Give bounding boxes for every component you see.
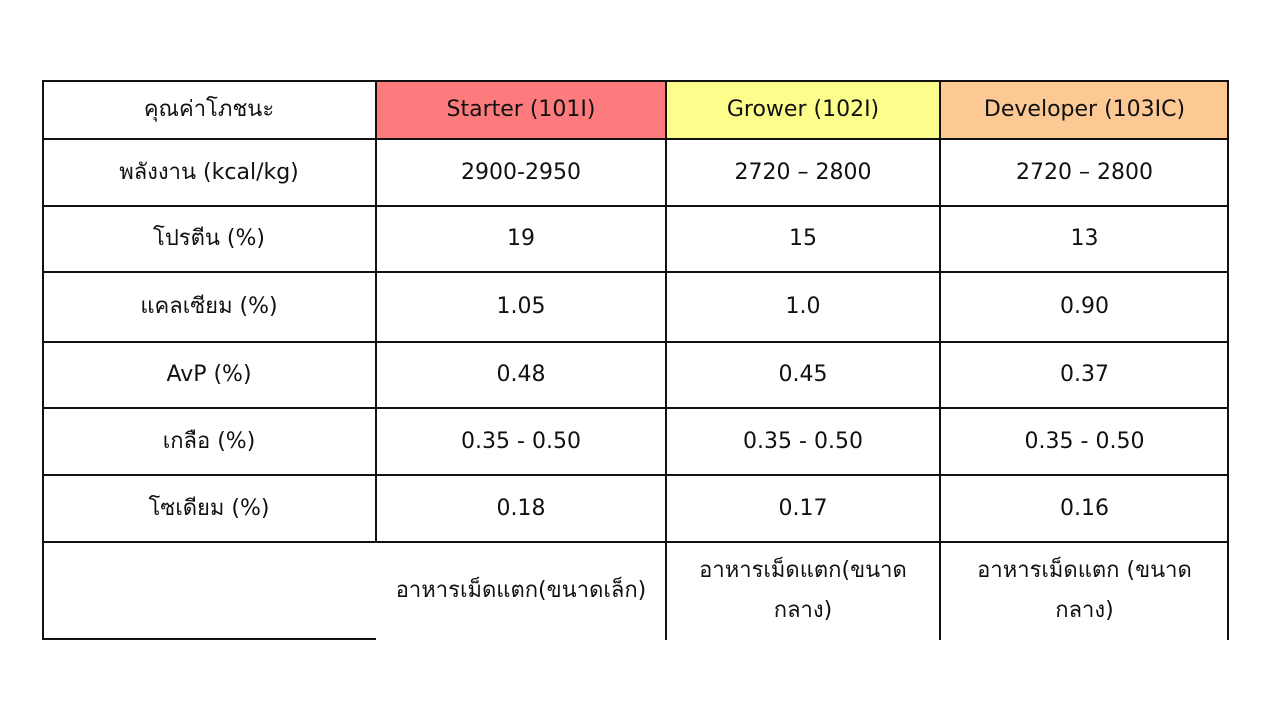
header-developer: Developer (103IC) [983,96,1186,122]
table-row-energy: พลังงาน (kcal/kg) 2900-2950 2720 – 2800 … [42,139,1229,206]
developer-value: 0.35 - 0.50 [1024,428,1145,454]
grid-line-v [375,80,377,542]
grid-line-v [665,80,667,640]
table-row-protein: โปรตีน (%) 19 15 13 [42,206,1229,272]
header-grower-cell: Grower (102I) [666,80,940,139]
table-row-feed-form: อาหารเม็ดแตก(ขนาดเล็ก) อาหารเม็ดแตก(ขนาด… [42,542,1229,640]
header-grower: Grower (102I) [726,96,880,122]
starter-value: 0.18 [496,495,546,521]
grower-value: 15 [789,226,817,252]
developer-value: 0.16 [1060,495,1109,521]
grid-line-h [42,138,1229,140]
feed-form-line: อาหารเม็ดแตก(ขนาด [699,558,907,583]
feed-form-line: อาหารเม็ดแตก (ขนาด [977,558,1192,583]
developer-feed-form: อาหารเม็ดแตก (ขนาด กลาง) [940,542,1229,640]
header-label: คุณค่าโภชนะ [143,96,275,122]
starter-feed-form: อาหารเม็ดแตก(ขนาดเล็ก) [376,542,666,640]
header-row: คุณค่าโภชนะ Starter (101I) Grower (102I)… [42,80,1229,139]
feed-form-line: อาหารเม็ดแตก(ขนาดเล็ก) [395,578,647,603]
starter-value: 0.35 - 0.50 [461,428,581,454]
header-label-cell: คุณค่าโภชนะ [42,80,376,139]
grid-line-top [42,80,1229,82]
grid-line-h [42,205,1229,207]
header-developer-cell: Developer (103IC) [940,80,1229,139]
developer-value: 0.90 [1060,294,1109,320]
table-row-sodium: โซเดียม (%) 0.18 0.17 0.16 [42,475,1229,542]
header-starter-cell: Starter (101I) [376,80,666,139]
grower-value: 0.35 - 0.50 [743,428,863,454]
table-row-salt: เกลือ (%) 0.35 - 0.50 0.35 - 0.50 0.35 -… [42,408,1229,475]
grid-line-v [939,80,941,640]
grid-line-bottom [42,638,376,640]
row-label: โซเดียม (%) [148,495,270,521]
row-label [42,542,376,640]
grower-value: 0.45 [778,362,828,388]
starter-value: 2900-2950 [461,159,581,185]
row-label: พลังงาน (kcal/kg) [119,159,299,185]
starter-value: 0.48 [496,362,546,388]
header-starter: Starter (101I) [446,96,596,122]
grid-line-h [42,541,1229,543]
starter-value: 1.05 [496,294,546,320]
row-label: AvP (%) [166,362,252,388]
table-row-avp: AvP (%) 0.48 0.45 0.37 [42,342,1229,408]
starter-value: 19 [507,226,535,252]
row-label: แคลเซียม (%) [140,294,278,320]
grid-line-v [1227,80,1229,640]
developer-value: 0.37 [1060,362,1109,388]
feed-form-line: กลาง) [773,598,833,623]
grid-line-v [42,80,44,640]
row-label: โปรตีน (%) [153,226,265,252]
grid-line-h [42,341,1229,343]
developer-value: 13 [1070,226,1099,252]
grid-line-h [42,271,1229,273]
grower-feed-form: อาหารเม็ดแตก(ขนาด กลาง) [666,542,940,640]
feed-form-line: กลาง) [1055,598,1114,623]
grower-value: 2720 – 2800 [734,159,872,185]
table-row-calcium: แคลเซียม (%) 1.05 1.0 0.90 [42,272,1229,342]
developer-value: 2720 – 2800 [1016,159,1153,185]
grower-value: 1.0 [785,294,821,320]
nutrition-table: คุณค่าโภชนะ Starter (101I) Grower (102I)… [42,80,1229,640]
grid-line-h [42,407,1229,409]
row-label: เกลือ (%) [162,428,256,454]
grid-line-h [42,474,1229,476]
grower-value: 0.17 [778,495,828,521]
